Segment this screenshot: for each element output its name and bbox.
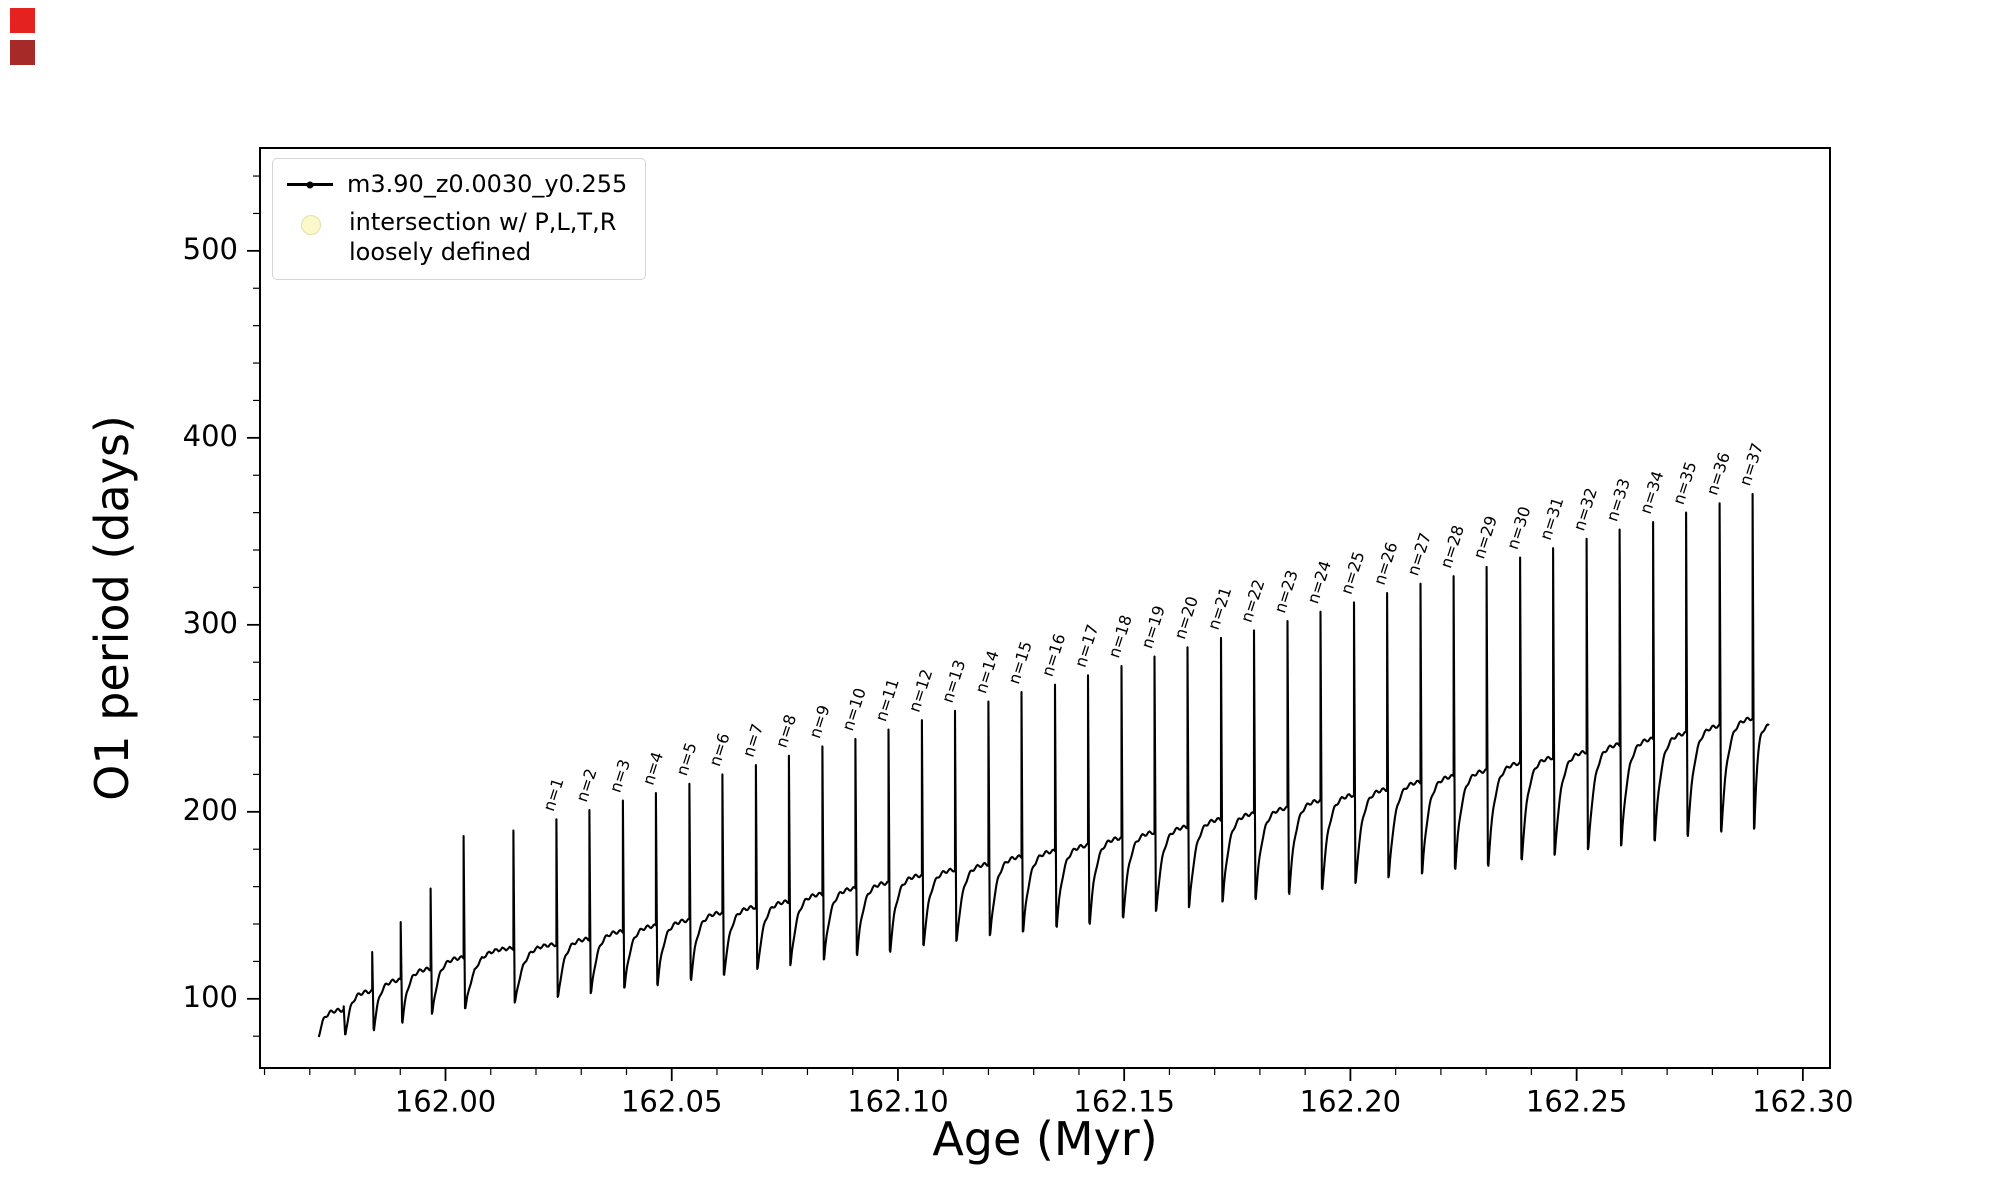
y-tick-label: 500 <box>183 232 238 266</box>
peak-annotation: n=17 <box>1071 622 1103 670</box>
peak-annotation: n=9 <box>805 703 833 741</box>
peak-annotation: n=14 <box>971 648 1003 696</box>
peak-annotation: n=18 <box>1104 613 1136 661</box>
x-tick-label: 162.05 <box>621 1085 722 1119</box>
y-tick-label: 100 <box>183 980 238 1014</box>
plot-frame <box>259 147 1831 1069</box>
peak-annotation: n=23 <box>1270 568 1302 616</box>
peak-annotation: n=8 <box>772 712 800 750</box>
x-tick-label: 162.00 <box>395 1085 496 1119</box>
peak-annotation: n=15 <box>1004 639 1036 687</box>
peak-annotation: n=13 <box>938 657 970 705</box>
peak-annotation: n=37 <box>1735 441 1767 489</box>
peak-annotation: n=19 <box>1137 603 1169 651</box>
y-tick-label: 300 <box>183 606 238 640</box>
peak-annotation: n=2 <box>572 766 600 804</box>
legend-entry-series: m3.90_z0.0030_y0.255 <box>287 169 627 199</box>
legend-series-label: m3.90_z0.0030_y0.255 <box>347 170 628 198</box>
red-square-artifact-1 <box>10 8 35 33</box>
peak-annotation: n=10 <box>838 686 870 734</box>
legend-entry-intersection: intersection w/ P,L,T,R loosely defined <box>287 207 627 267</box>
x-tick-label: 162.20 <box>1300 1085 1401 1119</box>
red-square-artifact-2 <box>10 40 35 65</box>
peak-annotation: n=7 <box>739 721 767 759</box>
legend-intersection-line2: loosely defined <box>349 238 532 266</box>
peak-annotation: n=12 <box>905 667 937 715</box>
peak-annotation: n=32 <box>1569 485 1601 533</box>
axis-ticks: 162.00 162.05 162.10 162.15 162.20 162.25 162.… <box>183 175 1854 1119</box>
peak-annotation: n=33 <box>1602 476 1634 524</box>
peak-annotation: n=20 <box>1170 594 1202 642</box>
peak-annotation: n=16 <box>1038 631 1070 679</box>
y-tick-label: 400 <box>183 419 238 453</box>
line-dot-marker-icon <box>287 183 333 186</box>
peak-annotation: n=6 <box>705 731 733 769</box>
peak-annotation: n=4 <box>639 749 667 787</box>
peak-annotation: n=28 <box>1436 523 1468 571</box>
peak-annotation: n=11 <box>871 676 903 724</box>
x-tick-label: 162.15 <box>1073 1085 1174 1119</box>
peak-annotation: n=22 <box>1237 577 1269 625</box>
y-tick-label: 200 <box>183 793 238 827</box>
peak-annotation: n=3 <box>606 757 634 795</box>
x-tick-label: 162.10 <box>847 1085 948 1119</box>
peak-annotation: n=35 <box>1669 459 1701 507</box>
peak-annotation: n=25 <box>1337 549 1369 597</box>
peak-annotation: n=36 <box>1702 450 1734 498</box>
legend-intersection-label: intersection w/ P,L,T,R loosely defined <box>349 207 616 267</box>
peak-annotation: n=5 <box>672 740 700 778</box>
legend-intersection-line1: intersection w/ P,L,T,R <box>349 208 617 236</box>
y-axis-label: O1 period (days) <box>85 415 139 801</box>
peak-annotation: n=26 <box>1370 540 1402 588</box>
circle-marker-icon <box>301 215 321 235</box>
peak-annotation: n=30 <box>1503 504 1535 552</box>
x-axis-label: Age (Myr) <box>932 1112 1158 1166</box>
peak-annotation: n=21 <box>1204 585 1236 633</box>
peak-annotations: n=1 n=2 n=3 n=4 n=5 n=6 n=7 n=8 n=9 n=10 n=11 n=12 n… <box>539 441 1767 814</box>
peak-annotation: n=29 <box>1469 513 1501 561</box>
peak-annotation: n=34 <box>1636 469 1668 517</box>
x-tick-label: 162.25 <box>1526 1085 1627 1119</box>
peak-annotation: n=31 <box>1536 495 1568 543</box>
x-tick-label: 162.30 <box>1752 1085 1853 1119</box>
series-line <box>317 492 1770 1038</box>
peak-annotation: n=27 <box>1403 530 1435 578</box>
peak-annotation: n=1 <box>539 776 567 814</box>
legend: m3.90_z0.0030_y0.255 intersection w/ P,L… <box>272 158 647 280</box>
peak-annotation: n=24 <box>1303 558 1335 606</box>
